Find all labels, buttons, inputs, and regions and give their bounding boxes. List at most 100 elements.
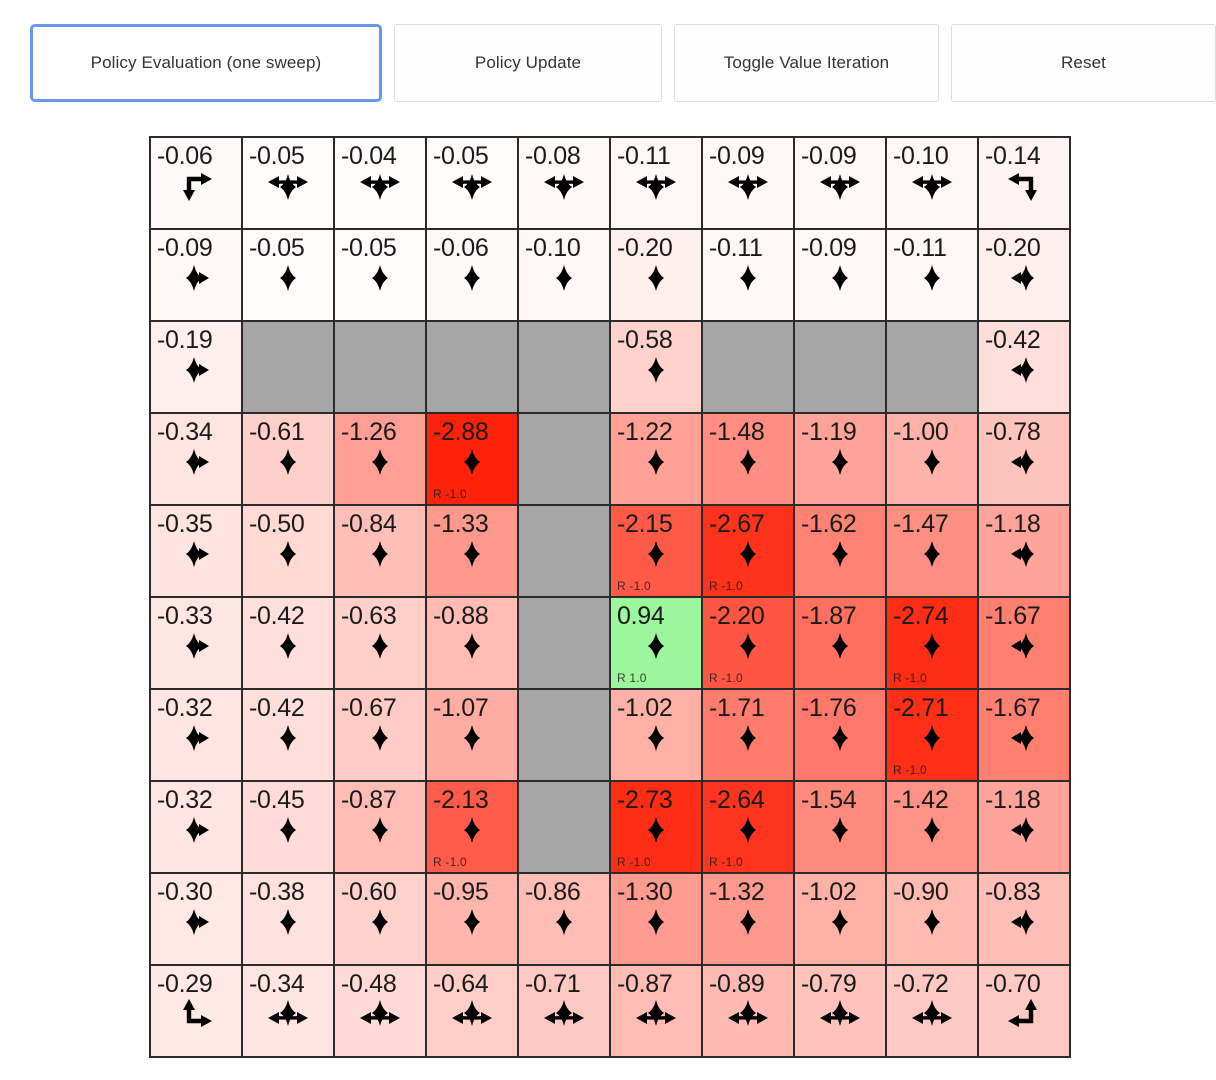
grid-cell[interactable]: -0.78 xyxy=(979,414,1071,506)
grid-cell[interactable]: -0.20 xyxy=(979,230,1071,322)
grid-cell[interactable]: -0.10 xyxy=(887,138,979,230)
grid-cell[interactable]: -1.71 xyxy=(703,690,795,782)
grid-cell[interactable]: -0.05 xyxy=(335,230,427,322)
policy-down-icon xyxy=(335,536,425,572)
grid-cell[interactable]: -1.18 xyxy=(979,782,1071,874)
grid-cell[interactable]: -1.33 xyxy=(427,506,519,598)
policy-update-button[interactable]: Policy Update xyxy=(394,24,662,102)
grid-cell[interactable]: -0.11 xyxy=(887,230,979,322)
grid-cell[interactable]: -0.90 xyxy=(887,874,979,966)
policy-up-left-right-icon xyxy=(703,996,793,1032)
grid-cell[interactable]: -1.02 xyxy=(611,690,703,782)
grid-cell[interactable]: -0.05 xyxy=(243,230,335,322)
grid-cell[interactable]: -0.42 xyxy=(243,598,335,690)
grid-cell[interactable]: -0.88 xyxy=(427,598,519,690)
grid-cell[interactable]: -0.10 xyxy=(519,230,611,322)
grid-cell[interactable]: -1.19 xyxy=(795,414,887,506)
grid-cell[interactable]: -0.71 xyxy=(519,966,611,1058)
grid-cell[interactable]: -1.62 xyxy=(795,506,887,598)
cell-value: -1.30 xyxy=(617,878,673,906)
grid-cell[interactable]: -1.67 xyxy=(979,690,1071,782)
grid-cell[interactable]: -0.06 xyxy=(151,138,243,230)
grid-cell[interactable]: -0.05 xyxy=(243,138,335,230)
reset-button[interactable]: Reset xyxy=(951,24,1216,102)
grid-cell[interactable]: -2.88 R -1.0 xyxy=(427,414,519,506)
grid-cell[interactable]: -0.58 xyxy=(611,322,703,414)
grid-cell[interactable]: -0.32 xyxy=(151,690,243,782)
grid-cell[interactable]: -0.14 xyxy=(979,138,1071,230)
policy-down-icon xyxy=(335,904,425,940)
grid-cell-goal[interactable]: 0.94 R 1.0 xyxy=(611,598,703,690)
grid-cell[interactable]: -0.04 xyxy=(335,138,427,230)
grid-cell[interactable]: -2.15 R -1.0 xyxy=(611,506,703,598)
grid-cell[interactable]: -0.70 xyxy=(979,966,1071,1058)
grid-cell[interactable]: -2.64 R -1.0 xyxy=(703,782,795,874)
grid-cell[interactable]: -1.32 xyxy=(703,874,795,966)
grid-cell[interactable]: -0.79 xyxy=(795,966,887,1058)
toggle-value-iteration-button[interactable]: Toggle Value Iteration xyxy=(674,24,939,102)
grid-cell[interactable]: -2.73 R -1.0 xyxy=(611,782,703,874)
cell-value: -0.19 xyxy=(157,326,213,354)
grid-cell[interactable]: -0.60 xyxy=(335,874,427,966)
grid-cell[interactable]: -2.13 R -1.0 xyxy=(427,782,519,874)
grid-cell[interactable]: -1.07 xyxy=(427,690,519,782)
grid-cell[interactable]: -0.87 xyxy=(335,782,427,874)
grid-cell[interactable]: -0.09 xyxy=(151,230,243,322)
grid-cell[interactable]: -0.38 xyxy=(243,874,335,966)
grid-cell[interactable]: -0.09 xyxy=(795,138,887,230)
grid-cell[interactable]: -2.71 R -1.0 xyxy=(887,690,979,782)
cell-value: -1.71 xyxy=(709,694,765,722)
grid-cell[interactable]: -0.09 xyxy=(703,138,795,230)
grid-cell[interactable]: -2.67 R -1.0 xyxy=(703,506,795,598)
grid-cell[interactable]: -2.74 R -1.0 xyxy=(887,598,979,690)
cell-value: -0.48 xyxy=(341,970,397,998)
grid-cell[interactable]: -0.11 xyxy=(703,230,795,322)
grid-cell[interactable]: -1.18 xyxy=(979,506,1071,598)
grid-cell[interactable]: -1.26 xyxy=(335,414,427,506)
grid-cell[interactable]: -0.72 xyxy=(887,966,979,1058)
grid-cell[interactable]: -0.29 xyxy=(151,966,243,1058)
grid-cell[interactable]: -0.34 xyxy=(243,966,335,1058)
grid-cell[interactable]: -0.42 xyxy=(979,322,1071,414)
grid-cell[interactable]: -0.20 xyxy=(611,230,703,322)
grid-cell[interactable]: -0.11 xyxy=(611,138,703,230)
grid-cell[interactable]: -0.48 xyxy=(335,966,427,1058)
grid-cell[interactable]: -1.02 xyxy=(795,874,887,966)
grid-cell[interactable]: -1.48 xyxy=(703,414,795,506)
grid-cell[interactable]: -0.32 xyxy=(151,782,243,874)
grid-cell[interactable]: -0.08 xyxy=(519,138,611,230)
grid-cell[interactable]: -0.35 xyxy=(151,506,243,598)
grid-cell[interactable]: -2.20 R -1.0 xyxy=(703,598,795,690)
grid-cell[interactable]: -0.64 xyxy=(427,966,519,1058)
grid-cell[interactable]: -0.30 xyxy=(151,874,243,966)
grid-cell[interactable]: -0.45 xyxy=(243,782,335,874)
grid-cell[interactable]: -1.76 xyxy=(795,690,887,782)
grid-cell[interactable]: -0.87 xyxy=(611,966,703,1058)
grid-cell[interactable]: -1.67 xyxy=(979,598,1071,690)
policy-evaluation-button[interactable]: Policy Evaluation (one sweep) xyxy=(30,24,382,102)
grid-cell[interactable]: -0.34 xyxy=(151,414,243,506)
grid-cell[interactable]: -0.50 xyxy=(243,506,335,598)
grid-cell[interactable]: -1.00 xyxy=(887,414,979,506)
grid-cell[interactable]: -1.87 xyxy=(795,598,887,690)
grid-cell[interactable]: -1.42 xyxy=(887,782,979,874)
grid-cell[interactable]: -0.42 xyxy=(243,690,335,782)
grid-cell[interactable]: -0.95 xyxy=(427,874,519,966)
grid-cell[interactable]: -0.84 xyxy=(335,506,427,598)
grid-cell[interactable]: -0.61 xyxy=(243,414,335,506)
grid-cell[interactable]: -0.63 xyxy=(335,598,427,690)
grid-cell[interactable]: -0.19 xyxy=(151,322,243,414)
grid-cell[interactable]: -1.30 xyxy=(611,874,703,966)
grid-cell[interactable]: -1.22 xyxy=(611,414,703,506)
grid-cell[interactable]: -0.05 xyxy=(427,138,519,230)
policy-down-right-icon xyxy=(151,720,241,756)
grid-cell[interactable]: -0.67 xyxy=(335,690,427,782)
grid-cell[interactable]: -0.83 xyxy=(979,874,1071,966)
grid-cell[interactable]: -0.09 xyxy=(795,230,887,322)
grid-cell[interactable]: -0.33 xyxy=(151,598,243,690)
grid-cell[interactable]: -1.47 xyxy=(887,506,979,598)
grid-cell[interactable]: -0.86 xyxy=(519,874,611,966)
grid-cell[interactable]: -0.89 xyxy=(703,966,795,1058)
grid-cell[interactable]: -1.54 xyxy=(795,782,887,874)
grid-cell[interactable]: -0.06 xyxy=(427,230,519,322)
